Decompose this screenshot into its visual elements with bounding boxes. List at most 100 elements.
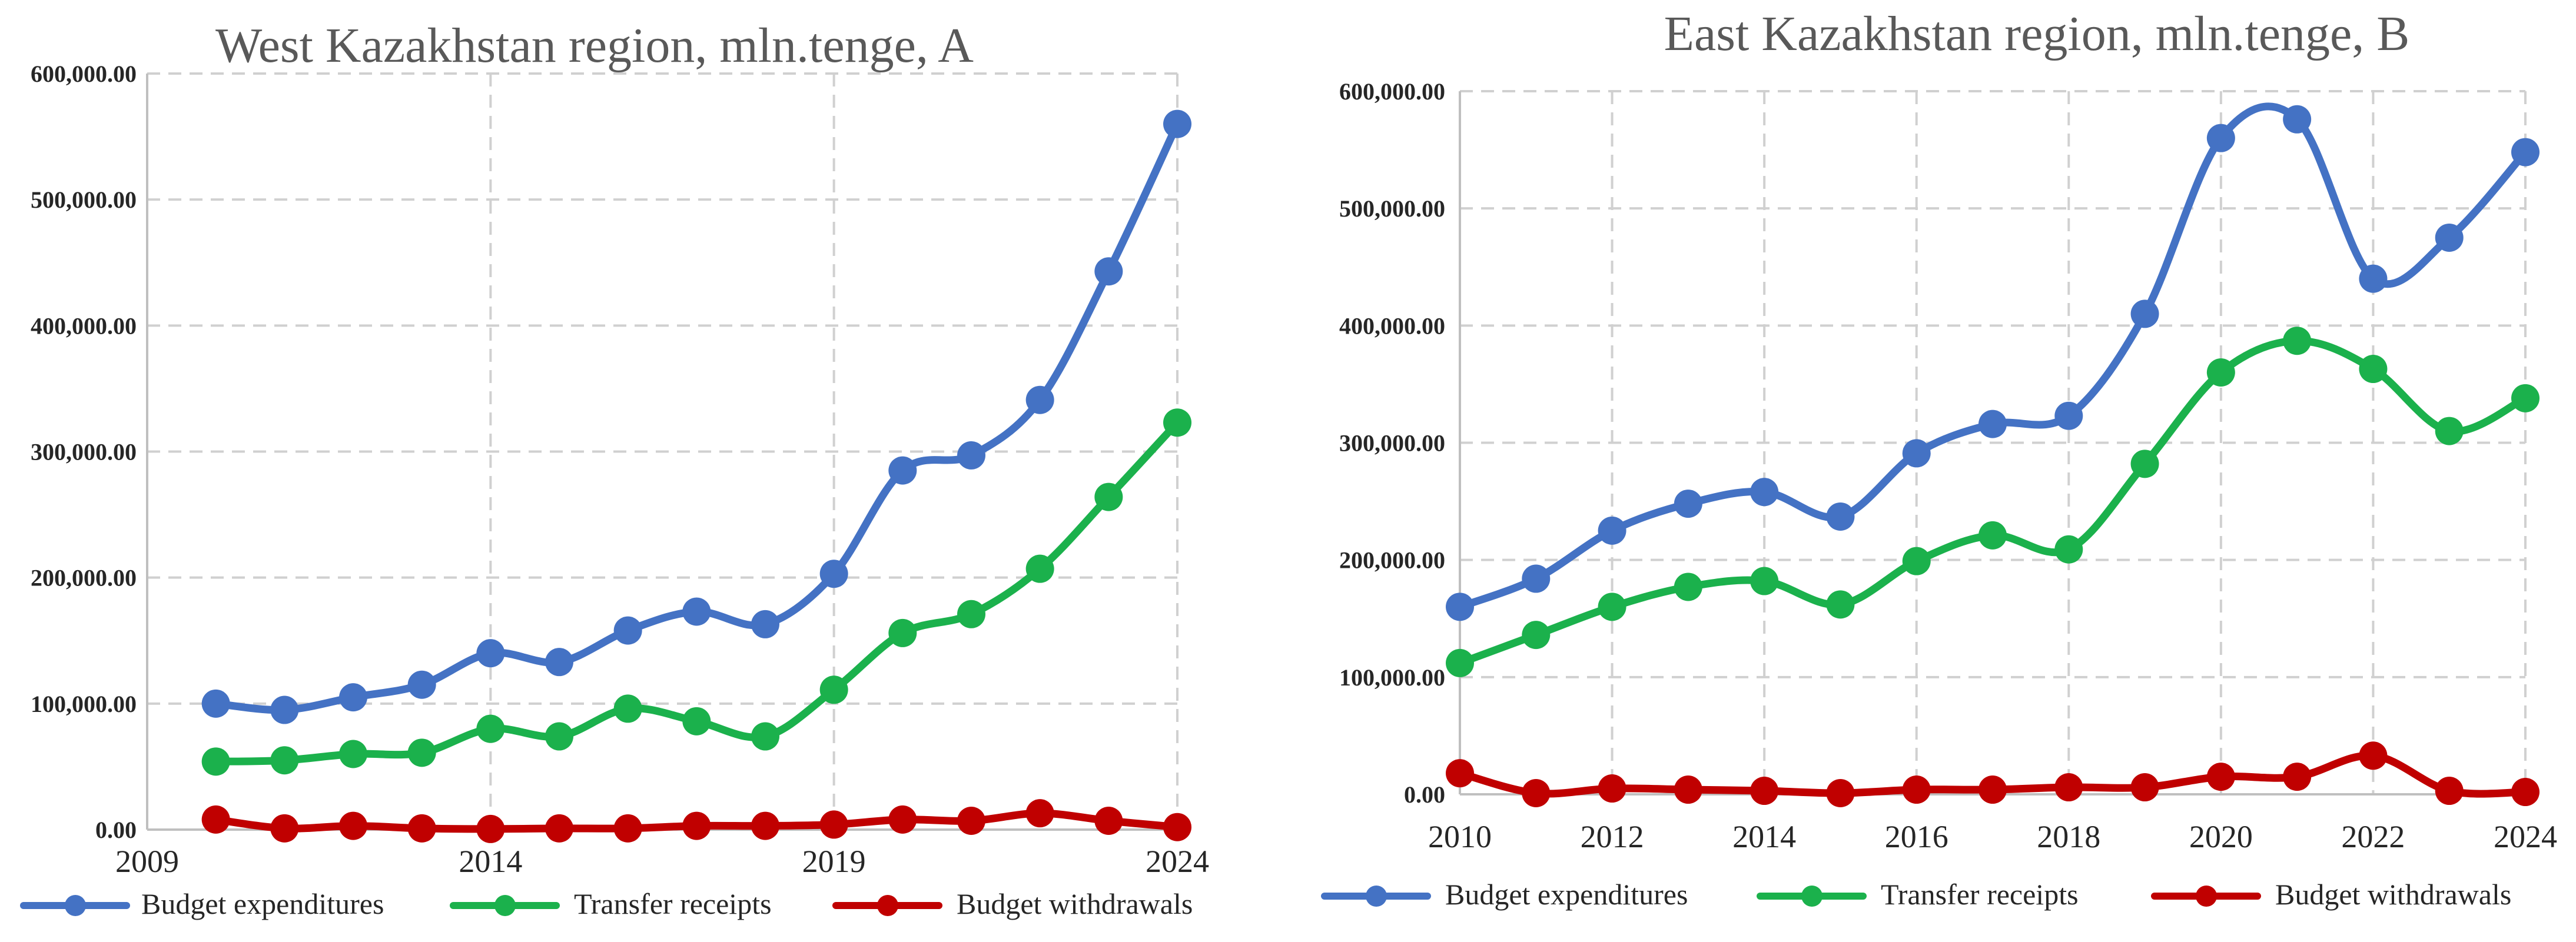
data-point-budget-expenditures — [1522, 564, 1551, 593]
data-point-transfer-receipts — [2283, 327, 2312, 355]
legend: Budget expenditures Transfer receipts Budg… — [20, 887, 1193, 920]
chart-title: West Kazakhstan region, mln.tenge, A — [215, 18, 974, 73]
data-point-budget-withdrawals — [2283, 763, 2312, 791]
data-point-transfer-receipts — [819, 675, 848, 704]
x-tick-label: 2012 — [1581, 819, 1644, 854]
data-point-budget-withdrawals — [1522, 779, 1551, 808]
data-point-budget-expenditures — [1094, 257, 1123, 286]
series-group — [201, 109, 1191, 843]
data-point-transfer-receipts — [613, 694, 642, 723]
data-point-transfer-receipts — [2511, 384, 2540, 412]
data-point-budget-withdrawals — [476, 814, 505, 843]
x-axis-ticks: 2010 2012 2014 2016 2018 2020 2022 2024 — [1428, 819, 2557, 854]
data-point-transfer-receipts — [957, 600, 985, 628]
data-point-transfer-receipts — [1446, 648, 1474, 677]
legend-label: Transfer receipts — [1881, 878, 2079, 911]
data-point-budget-expenditures — [2283, 105, 2312, 134]
data-point-budget-withdrawals — [682, 811, 711, 840]
data-point-budget-expenditures — [2435, 223, 2464, 252]
data-point-budget-withdrawals — [888, 805, 917, 834]
x-tick-label: 2014 — [1732, 819, 1796, 854]
data-point-budget-withdrawals — [545, 814, 573, 843]
data-point-budget-expenditures — [2511, 138, 2540, 167]
data-point-budget-withdrawals — [201, 805, 230, 834]
data-point-budget-expenditures — [1750, 478, 1779, 507]
data-point-budget-expenditures — [1826, 502, 1855, 531]
data-point-budget-expenditures — [2359, 264, 2388, 293]
data-point-budget-expenditures — [2206, 124, 2235, 152]
data-point-budget-expenditures — [751, 610, 779, 638]
legend-swatch-marker — [494, 895, 516, 916]
x-tick-label: 2010 — [1428, 819, 1492, 854]
data-point-budget-withdrawals — [270, 814, 299, 843]
y-tick-label: 300,000.00 — [31, 439, 137, 465]
legend-swatch-marker — [2196, 886, 2217, 907]
data-point-budget-withdrawals — [407, 814, 436, 843]
data-point-budget-withdrawals — [1902, 775, 1931, 804]
data-point-budget-withdrawals — [1025, 799, 1054, 828]
data-point-budget-expenditures — [819, 560, 848, 588]
data-point-budget-withdrawals — [1979, 775, 2007, 804]
y-tick-label: 100,000.00 — [31, 691, 137, 717]
data-point-budget-expenditures — [682, 597, 711, 626]
series-line-budget-expenditures — [1456, 102, 2529, 611]
data-point-budget-withdrawals — [2511, 778, 2540, 807]
data-point-budget-expenditures — [339, 683, 367, 712]
chart-west-kazakhstan: West Kazakhstan region, mln.tenge, A 0.0… — [20, 18, 1209, 920]
data-point-transfer-receipts — [2130, 450, 2159, 478]
data-point-budget-expenditures — [1598, 516, 1626, 545]
legend-label: Budget withdrawals — [957, 887, 1193, 920]
chart-title: East Kazakhstan region, mln.tenge, B — [1664, 6, 2410, 61]
data-point-budget-expenditures — [545, 648, 573, 677]
data-point-budget-expenditures — [1446, 593, 1474, 621]
legend: Budget expenditures Transfer receipts Budg… — [1321, 878, 2511, 911]
legend-swatch-marker — [1366, 886, 1387, 907]
data-point-budget-withdrawals — [2130, 773, 2159, 802]
data-point-transfer-receipts — [2435, 417, 2464, 445]
data-point-transfer-receipts — [407, 738, 436, 767]
data-point-transfer-receipts — [888, 618, 917, 647]
data-point-budget-withdrawals — [1598, 774, 1626, 803]
y-tick-label: 300,000.00 — [1339, 430, 1445, 457]
data-point-budget-expenditures — [1979, 410, 2007, 438]
legend-swatch-marker — [877, 895, 898, 916]
data-point-budget-expenditures — [407, 670, 436, 699]
x-tick-label: 2014 — [459, 844, 522, 879]
data-point-transfer-receipts — [1979, 521, 2007, 550]
data-point-budget-withdrawals — [1826, 779, 1855, 808]
y-tick-label: 500,000.00 — [31, 187, 137, 213]
data-point-transfer-receipts — [1826, 590, 1855, 619]
data-point-transfer-receipts — [1163, 408, 1191, 437]
data-point-budget-withdrawals — [1446, 759, 1474, 788]
data-point-budget-withdrawals — [819, 810, 848, 839]
x-tick-label: 2024 — [1146, 844, 1209, 879]
gridlines — [1459, 90, 2527, 795]
y-tick-label: 600,000.00 — [31, 61, 137, 87]
data-point-budget-expenditures — [957, 441, 985, 470]
y-tick-label: 100,000.00 — [1339, 664, 1445, 691]
data-point-budget-withdrawals — [1750, 777, 1779, 805]
data-point-budget-expenditures — [1902, 439, 1931, 468]
y-tick-label: 400,000.00 — [31, 312, 137, 339]
data-point-budget-withdrawals — [613, 814, 642, 843]
y-axis-ticks: 0.00 100,000.00 200,000.00 300,000.00 400,00… — [1339, 78, 1445, 808]
data-point-budget-expenditures — [2054, 401, 2083, 430]
data-point-budget-expenditures — [476, 639, 505, 668]
data-point-budget-expenditures — [201, 689, 230, 718]
x-tick-label: 2020 — [2189, 819, 2253, 854]
data-point-budget-withdrawals — [2435, 777, 2464, 805]
chart-east-kazakhstan: East Kazakhstan region, mln.tenge, B 0.0… — [1321, 6, 2557, 911]
x-axis-ticks: 2009 2014 2019 2024 — [115, 844, 1209, 879]
x-tick-label: 2009 — [115, 844, 179, 879]
data-point-budget-withdrawals — [2359, 741, 2388, 770]
data-point-budget-withdrawals — [2054, 773, 2083, 802]
data-point-budget-expenditures — [270, 695, 299, 724]
data-point-budget-expenditures — [1674, 490, 1702, 518]
series-group — [1446, 102, 2540, 808]
data-point-transfer-receipts — [682, 707, 711, 735]
data-point-budget-withdrawals — [957, 807, 985, 836]
legend-label: Budget withdrawals — [2275, 878, 2511, 911]
y-tick-label: 0.00 — [95, 817, 137, 843]
x-tick-label: 2022 — [2341, 819, 2405, 854]
data-point-transfer-receipts — [339, 740, 367, 768]
